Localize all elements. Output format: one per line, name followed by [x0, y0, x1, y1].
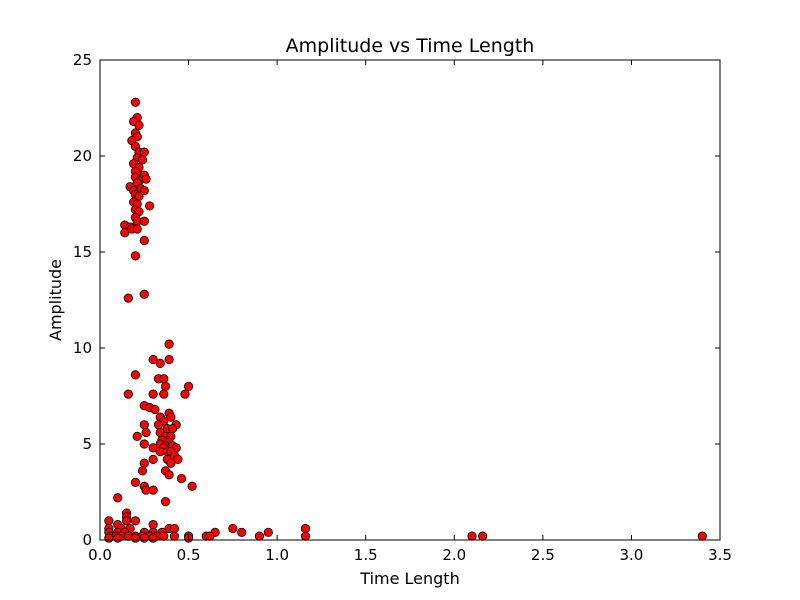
data-point [169, 531, 179, 541]
data-point [263, 527, 273, 537]
data-point [139, 458, 149, 468]
data-point [139, 235, 149, 246]
data-point [121, 516, 132, 526]
data-point [148, 454, 158, 464]
data-point [169, 523, 179, 534]
data-point [139, 216, 149, 226]
data-point [130, 477, 141, 487]
data-point [132, 431, 142, 441]
data-point [139, 439, 149, 449]
x-tick-label: 3.5 [708, 546, 732, 564]
data-point [180, 389, 190, 399]
data-point [155, 358, 165, 368]
data-point [160, 496, 171, 507]
x-tick-label: 2.5 [531, 546, 555, 564]
data-point [130, 97, 141, 107]
x-tick-label: 0.5 [177, 546, 201, 564]
data-point [134, 120, 144, 130]
data-point [160, 381, 171, 391]
data-point [141, 427, 151, 438]
x-tick-label: 1.5 [354, 546, 378, 564]
data-point [148, 485, 158, 495]
chart-title: Amplitude vs Time Length [286, 35, 535, 57]
data-point [139, 185, 149, 196]
y-tick-label: 0 [82, 531, 92, 549]
data-point [141, 174, 151, 184]
y-tick-label: 15 [73, 243, 92, 261]
data-point [113, 533, 123, 543]
data-point [183, 381, 194, 391]
x-axis-label: Time Length [359, 569, 459, 588]
data-point [164, 339, 174, 349]
data-point [130, 370, 141, 380]
data-point [228, 523, 238, 534]
data-point [139, 533, 149, 543]
data-point [205, 531, 215, 541]
data-point [300, 531, 311, 541]
y-tick-label: 20 [73, 147, 92, 165]
data-point [159, 374, 169, 384]
data-point [120, 228, 130, 238]
data-point [148, 520, 158, 530]
data-point [130, 251, 141, 261]
data-point [148, 389, 158, 399]
data-point [150, 404, 160, 415]
data-point [237, 527, 247, 537]
data-point [467, 531, 477, 541]
data-point [123, 389, 133, 399]
data-point [130, 533, 141, 543]
data-point [173, 454, 183, 464]
data-point [478, 531, 488, 541]
data-point [113, 493, 123, 503]
x-tick-label: 0.0 [88, 546, 112, 564]
data-point [148, 533, 158, 543]
data-point [104, 516, 114, 526]
data-point [176, 473, 187, 484]
data-point [697, 531, 707, 541]
x-tick-label: 3.0 [619, 546, 643, 564]
data-point [139, 420, 149, 430]
y-tick-label: 25 [73, 51, 92, 69]
plot-area [100, 60, 720, 540]
data-point [139, 289, 149, 299]
y-tick-label: 5 [82, 435, 92, 453]
data-point [159, 531, 169, 541]
data-point [166, 412, 176, 422]
x-tick-label: 2.0 [442, 546, 466, 564]
data-point [168, 424, 178, 434]
data-point [137, 155, 148, 165]
data-point [132, 224, 142, 234]
data-point [159, 389, 169, 399]
data-point [166, 458, 176, 468]
data-point [139, 147, 149, 157]
data-point [300, 523, 311, 534]
data-point [164, 354, 174, 365]
y-tick-label: 10 [73, 339, 92, 357]
data-point [137, 466, 148, 476]
plot-frame [99, 59, 721, 541]
data-point [254, 531, 265, 541]
y-axis-label: Amplitude [46, 259, 65, 341]
data-point [164, 470, 174, 480]
x-tick-label: 1.0 [265, 546, 289, 564]
data-point [123, 293, 133, 303]
data-point [153, 420, 164, 430]
data-point [130, 516, 141, 526]
data-point [145, 201, 155, 211]
data-point [104, 533, 114, 543]
data-point [148, 443, 158, 453]
data-point [187, 481, 197, 491]
data-point [148, 354, 158, 365]
